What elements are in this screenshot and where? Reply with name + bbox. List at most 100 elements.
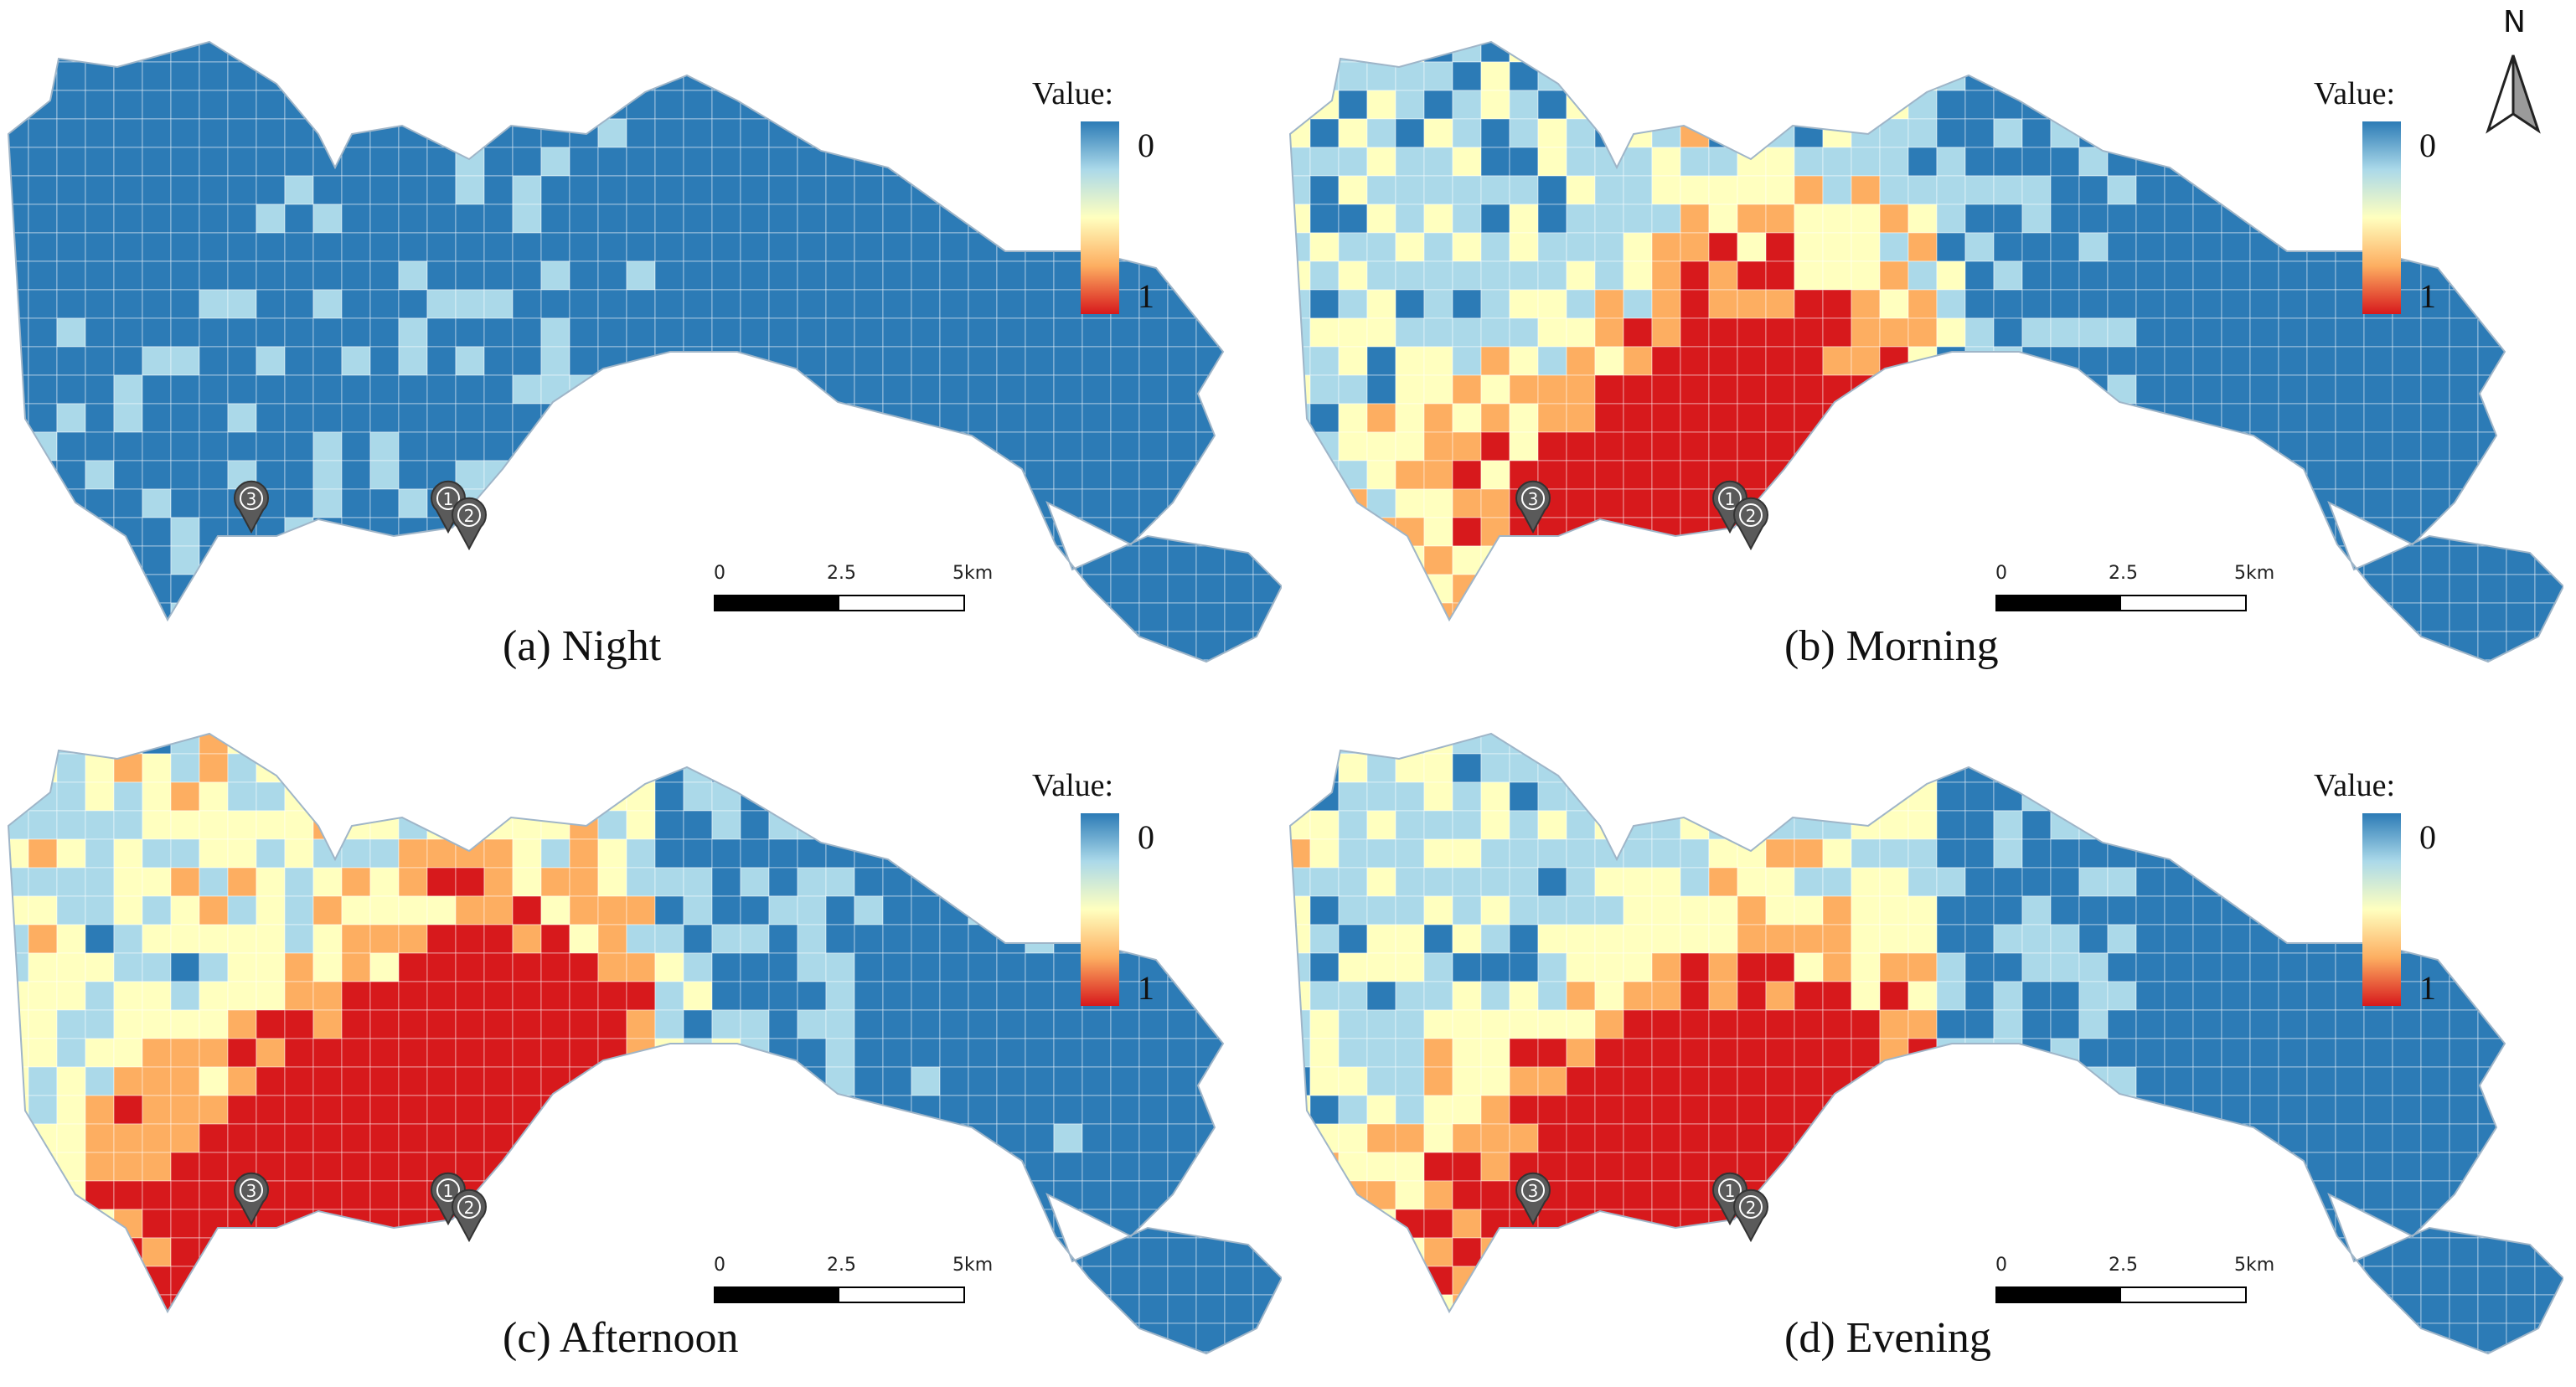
- map-cell: [312, 1323, 343, 1353]
- map-cell: [1623, 1095, 1653, 1125]
- map-cell: [654, 1066, 684, 1096]
- map-cell: [142, 867, 172, 897]
- map-cell: [2449, 1237, 2479, 1267]
- map-cell: [1794, 42, 1824, 63]
- map-cell: [1252, 734, 1282, 755]
- map-cell: [1993, 260, 2023, 291]
- map-cell: [2477, 90, 2507, 120]
- map-cell: [597, 952, 627, 982]
- map-cell: [28, 631, 58, 661]
- map-cell: [1309, 1266, 1340, 1296]
- map-cell: [711, 204, 741, 234]
- map-cell: [1936, 867, 1966, 897]
- map-cell: [939, 289, 969, 319]
- map-cell: [1138, 1009, 1169, 1039]
- map-cell: [854, 232, 884, 262]
- map-cell: [797, 460, 827, 490]
- map-cell: [426, 1066, 457, 1096]
- map-cell: [1053, 952, 1083, 982]
- map-cell: [1594, 574, 1624, 604]
- map-cell: [1167, 1237, 1197, 1267]
- map-cell: [1851, 1123, 1881, 1153]
- map-cell: [2107, 659, 2137, 662]
- map-cell: [1737, 1351, 1767, 1353]
- map-cell: [683, 1180, 713, 1210]
- map-cell: [284, 631, 314, 661]
- map-cell: [2420, 317, 2450, 348]
- map-cell: [1708, 924, 1738, 954]
- map-cell: [1879, 431, 1909, 461]
- map-cell: [1851, 488, 1881, 518]
- map-cell: [170, 175, 200, 205]
- map-cell: [256, 631, 286, 661]
- map-cell: [2306, 981, 2336, 1011]
- map-cell: [683, 147, 713, 177]
- map-cell: [854, 374, 884, 405]
- map-cell: [569, 981, 599, 1011]
- map-cell: [1195, 90, 1226, 120]
- map-cell: [683, 924, 713, 954]
- map-cell: [2449, 734, 2479, 755]
- map-cell: [626, 1009, 656, 1039]
- map-cell: [2021, 204, 2052, 234]
- map-cell: [996, 90, 1026, 120]
- map-cell: [2477, 981, 2507, 1011]
- map-cell: [1851, 1009, 1881, 1039]
- map-cell: [113, 431, 143, 461]
- scale-bar-black: [714, 595, 839, 611]
- map-cell: [2050, 1180, 2080, 1210]
- map-cell: [2335, 147, 2365, 177]
- map-cell: [1053, 1038, 1083, 1068]
- map-cell: [1566, 781, 1596, 812]
- map-cell: [1025, 1266, 1055, 1296]
- map-cell: [426, 838, 457, 869]
- map-cell: [597, 545, 627, 575]
- map-cell: [1195, 1123, 1226, 1153]
- map-cell: [256, 781, 286, 812]
- map-cell: [2135, 924, 2166, 954]
- map-cell: [1309, 1351, 1340, 1353]
- map-cell: [1395, 1009, 1425, 1039]
- map-cell: [1680, 90, 1710, 120]
- map-cell: [256, 204, 286, 234]
- map-cell: [1509, 1266, 1539, 1296]
- map-cell: [968, 1323, 998, 1353]
- map-cell: [1537, 867, 1567, 897]
- map-cell: [882, 175, 912, 205]
- map-cell: [142, 147, 172, 177]
- map-cell: [1765, 488, 1795, 518]
- map-cell: [2449, 118, 2479, 148]
- map-cell: [1651, 753, 1681, 783]
- map-cell: [797, 488, 827, 518]
- map-cell: [8, 460, 29, 490]
- map-cell: [1480, 1180, 1510, 1210]
- map-cell: [1025, 431, 1055, 461]
- map-cell: [597, 147, 627, 177]
- map-cell: [1224, 838, 1254, 869]
- map-cell: [2164, 147, 2194, 177]
- map-cell: [341, 260, 371, 291]
- map-cell: [626, 1237, 656, 1267]
- map-cell: [2335, 867, 2365, 897]
- map-cell: [284, 952, 314, 982]
- map-cell: [1509, 118, 1539, 148]
- map-cell: [512, 90, 542, 120]
- map-cell: [2249, 374, 2279, 405]
- map-cell: [1167, 260, 1197, 291]
- map-cell: [911, 232, 941, 262]
- map-cell: [341, 1180, 371, 1210]
- map-cell: [1566, 118, 1596, 148]
- map-cell: [740, 374, 770, 405]
- map-cell: [1452, 147, 1482, 177]
- map-cell: [1936, 1123, 1966, 1153]
- map-cell: [312, 1237, 343, 1267]
- map-cell: [1594, 374, 1624, 405]
- map-cell: [2278, 1237, 2308, 1267]
- map-cell: [2477, 1294, 2507, 1324]
- map-cell: [1224, 260, 1254, 291]
- map-cell: [398, 602, 428, 632]
- map-cell: [284, 147, 314, 177]
- map-cell: [1366, 460, 1396, 490]
- map-cell: [939, 1009, 969, 1039]
- map-cell: [2078, 952, 2109, 982]
